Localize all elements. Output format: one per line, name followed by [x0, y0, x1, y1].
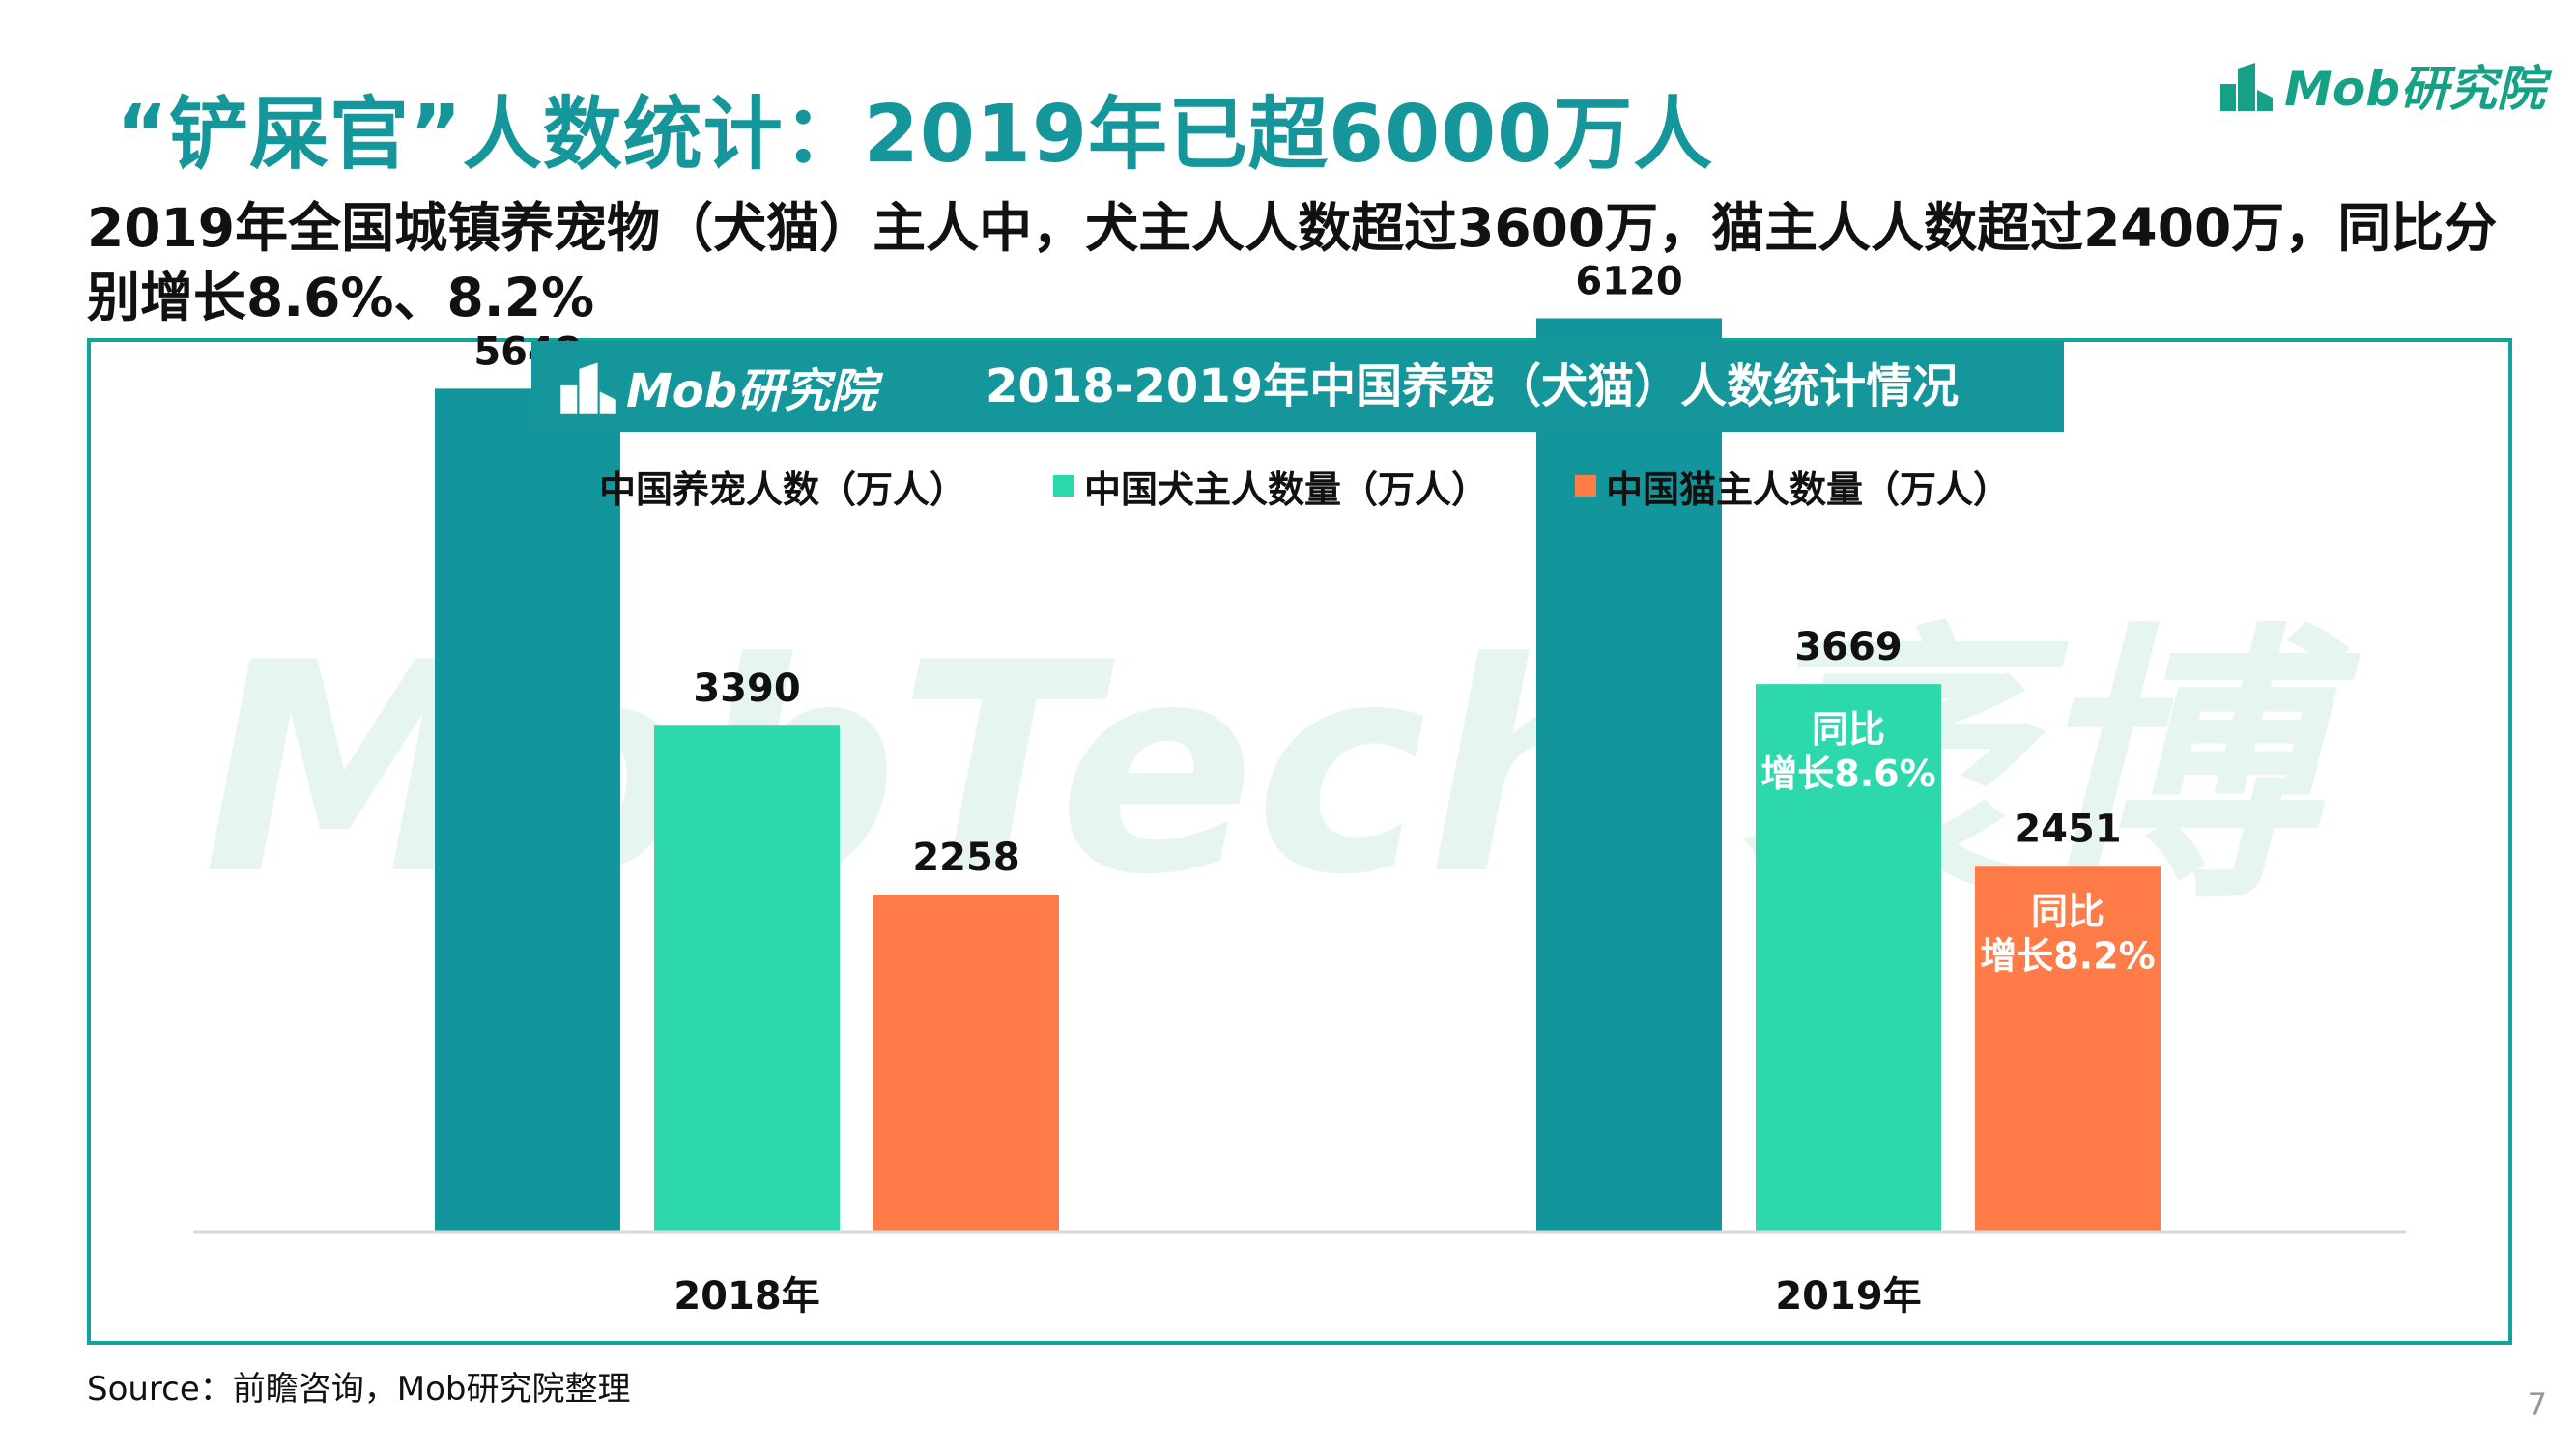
bar-1-0 [1536, 318, 1722, 1233]
x-tick-label: 2018年 [673, 1274, 819, 1319]
bar-0-1 [654, 725, 840, 1232]
mob-logo-icon [560, 362, 616, 414]
bar-0-0 [435, 388, 620, 1232]
banner-brand: Mob研究院 [557, 351, 876, 422]
bar-value-label: 2451 [2014, 807, 2121, 851]
legend-item-dogs: 中国犬主人数量（万人） [1053, 460, 1488, 513]
bar-annotation: 同比 [1812, 708, 1885, 751]
bar-value-label: 3669 [1794, 625, 1902, 669]
bar-annotation: 同比 [2031, 890, 2104, 932]
bars-layer: 5648339022582018年6120366924512019年同比增长8.… [435, 259, 2161, 1319]
legend-item-cats: 中国猫主人数量（万人） [1575, 460, 2010, 513]
chart-banner: Mob研究院 2018-2019年中国养宠（犬猫）人数统计情况 [531, 341, 2064, 432]
bar-value-label: 3390 [693, 667, 800, 711]
page-title: “铲屎官”人数统计：2019年已超6000万人 [116, 89, 1714, 181]
source-note: Source：前瞻咨询，Mob研究院整理 [87, 1370, 631, 1408]
bar-annotation: 增长8.6% [1760, 753, 1935, 795]
legend-label: 中国养宠人数（万人） [599, 468, 967, 511]
legend-swatch [1575, 475, 1597, 497]
bar-1-2 [1975, 866, 2161, 1232]
bar-value-label: 2258 [912, 836, 1019, 880]
bar-annotation: 增长8.2% [1980, 934, 2155, 977]
legend-label: 中国犬主人数量（万人） [1084, 468, 1489, 511]
legend-swatch [1053, 475, 1075, 497]
bar-value-label: 6120 [1575, 259, 1682, 303]
legend-item-pets: 中国养宠人数（万人） [568, 460, 966, 513]
page-number: 7 [2527, 1386, 2547, 1423]
legend-label: 中国猫主人数量（万人） [1606, 468, 2011, 511]
x-tick-label: 2019年 [1775, 1274, 1921, 1319]
brand-logo: Mob研究院 [2217, 46, 2545, 124]
bar-1-1 [1756, 684, 1941, 1232]
banner-brand-text: Mob研究院 [626, 364, 877, 418]
chart-frame [87, 338, 2512, 1345]
chart-title: 2018-2019年中国养宠（犬猫）人数统计情况 [986, 359, 1960, 413]
brand-text: Mob研究院 [2284, 61, 2545, 117]
mob-logo-icon [2220, 63, 2274, 111]
bar-0-2 [873, 895, 1059, 1232]
chart-legend: 中国养宠人数（万人） 中国犬主人数量（万人） 中国猫主人数量（万人） [568, 459, 2010, 513]
legend-swatch [568, 475, 589, 497]
page-subtitle: 2019年全国城镇养宠物（犬猫）主人中，犬主人人数超过3600万，猫主人人数超过… [87, 197, 2498, 328]
